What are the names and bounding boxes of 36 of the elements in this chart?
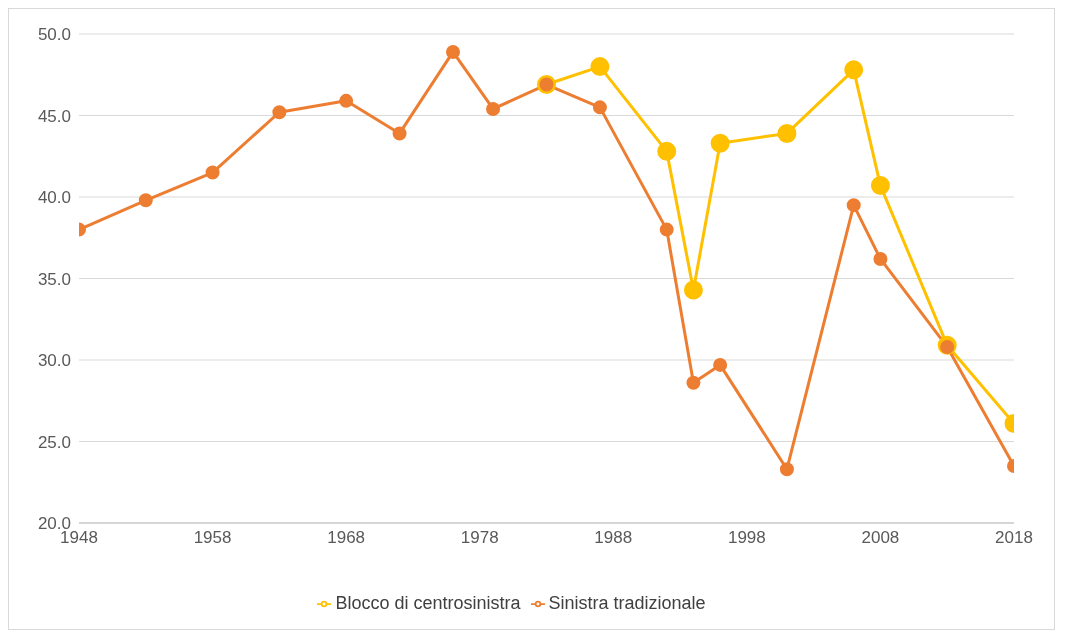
y-tick-label: 50.0 [37,25,71,45]
legend-label: Blocco di centrosinistra [335,593,521,613]
x-tick-label: 1958 [193,528,232,548]
point [272,105,287,120]
x-tick-label: 1968 [327,528,366,548]
x-tick-label: 1988 [594,528,633,548]
point [686,375,701,390]
point [873,251,888,266]
y-tick-label: 25.0 [37,432,71,452]
point [710,133,730,153]
point [777,123,797,143]
x-tick-label: 1978 [460,528,499,548]
y-tick-label: 30.0 [37,351,71,371]
point [339,93,354,108]
point [446,44,460,59]
point [138,193,153,208]
y-tick-label: 45.0 [37,106,71,126]
point [205,165,220,180]
point [392,126,407,141]
point [846,198,861,213]
point [592,100,607,115]
x-tick-label: 1998 [727,528,766,548]
point [870,176,890,196]
y-tick-label: 40.0 [37,188,71,208]
legend-label: Sinistra tradizionale [548,593,706,613]
point [659,222,674,237]
x-tick-label: 2018 [995,528,1033,548]
point [779,462,794,477]
x-tick-label: 2008 [861,528,900,548]
point [657,141,677,161]
y-tick-label: 35.0 [37,269,71,289]
point [590,57,610,77]
point [683,280,703,300]
point [713,357,728,372]
point [486,101,501,116]
point [844,60,864,80]
